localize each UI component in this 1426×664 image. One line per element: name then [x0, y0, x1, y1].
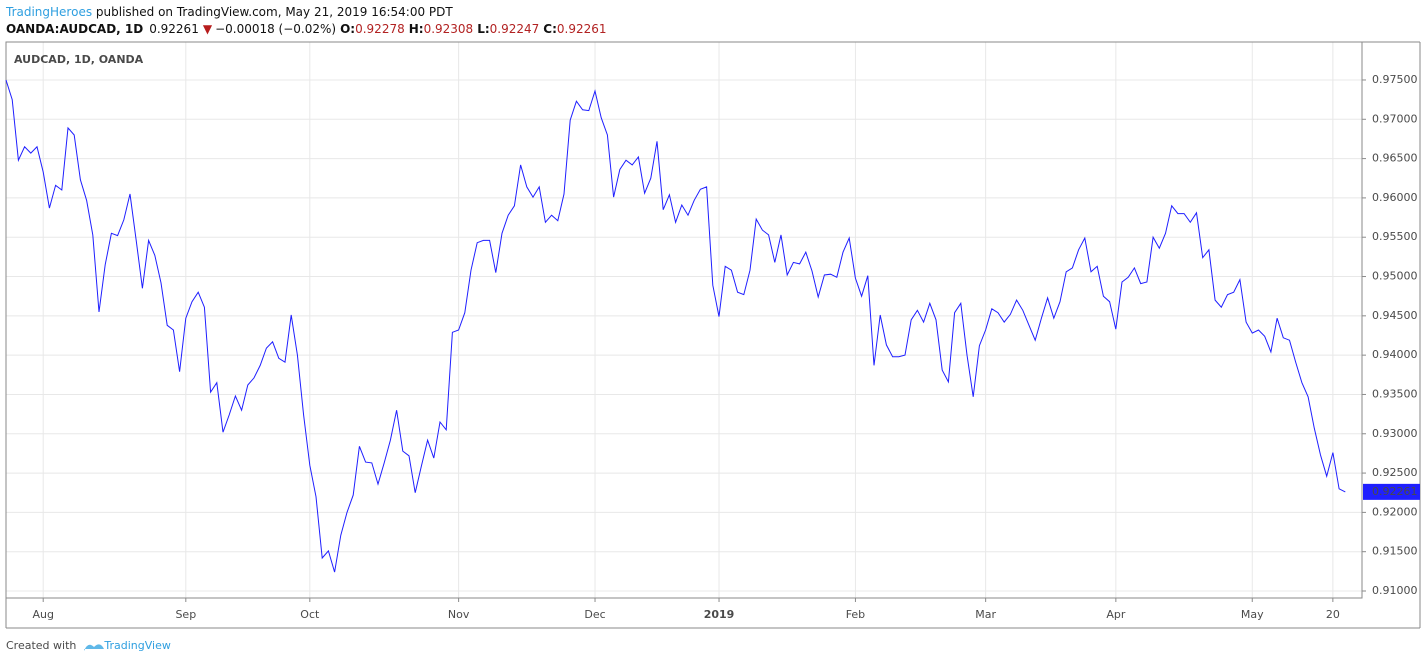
x-tick-label: Mar	[975, 608, 996, 621]
y-tick-label: 0.96000	[1372, 191, 1418, 204]
y-tick-label: 0.97500	[1372, 73, 1418, 86]
footer-brand[interactable]: TradingView	[103, 639, 170, 652]
change: −0.00018 (−0.02%)	[215, 22, 336, 36]
o-label: O:	[340, 22, 355, 36]
chart-title: AUDCAD, 1D, OANDA	[14, 53, 144, 66]
last: 0.92261	[149, 22, 199, 36]
brand[interactable]: TradingHeroes	[5, 5, 92, 19]
y-tick-label: 0.92500	[1372, 466, 1418, 479]
last-price-tag	[1363, 483, 1420, 500]
logo	[84, 644, 104, 651]
x-tick-label: Nov	[448, 608, 470, 621]
o: 0.92278	[355, 22, 405, 36]
ohlc-line: OANDA:AUDCAD, 1D 0.92261 ▼ −0.00018 (−0.02%…	[6, 22, 607, 36]
symbol: OANDA:AUDCAD, 1D	[6, 22, 143, 36]
last-price-label: 0.92261	[1372, 485, 1418, 498]
y-tick-label: 0.91000	[1372, 584, 1418, 597]
x-tick-label: 2019	[704, 608, 735, 621]
x-tick-label: May	[1241, 608, 1264, 621]
arrow: ▼	[203, 22, 213, 36]
y-tick-label: 0.93500	[1372, 387, 1418, 400]
x-tick-label: Sep	[175, 608, 196, 621]
y-tick-label: 0.93000	[1372, 427, 1418, 440]
y-tick-label: 0.96500	[1372, 152, 1418, 165]
header-line: TradingHeroes published on TradingView.c…	[5, 5, 453, 19]
y-tick-label: 0.95000	[1372, 270, 1418, 283]
x-tick-label: Feb	[846, 608, 865, 621]
c: 0.92261	[557, 22, 607, 36]
x-tick-label: 20	[1326, 608, 1340, 621]
h-label: H:	[409, 22, 424, 36]
y-tick-label: 0.92000	[1372, 505, 1418, 518]
l-label: L:	[477, 22, 489, 36]
l: 0.92247	[490, 22, 540, 36]
y-tick-label: 0.94500	[1372, 309, 1418, 322]
x-tick-label: Dec	[584, 608, 605, 621]
c-label: C:	[543, 22, 557, 36]
y-tick-label: 0.91500	[1372, 545, 1418, 558]
h: 0.92308	[424, 22, 474, 36]
price-line	[5, 79, 1346, 573]
x-tick-label: Apr	[1106, 608, 1126, 621]
x-tick-label: Oct	[300, 608, 320, 621]
y-tick-label: 0.95500	[1372, 230, 1418, 243]
y-tick-label: 0.97000	[1372, 112, 1418, 125]
y-tick-label: 0.94000	[1372, 348, 1418, 361]
footer: Created with TradingView	[6, 639, 171, 652]
x-tick-label: Aug	[32, 608, 53, 621]
footer-created: Created with	[6, 639, 76, 652]
published: published on TradingView.com, May 21, 20…	[92, 5, 453, 19]
plot-frame	[5, 41, 1363, 599]
